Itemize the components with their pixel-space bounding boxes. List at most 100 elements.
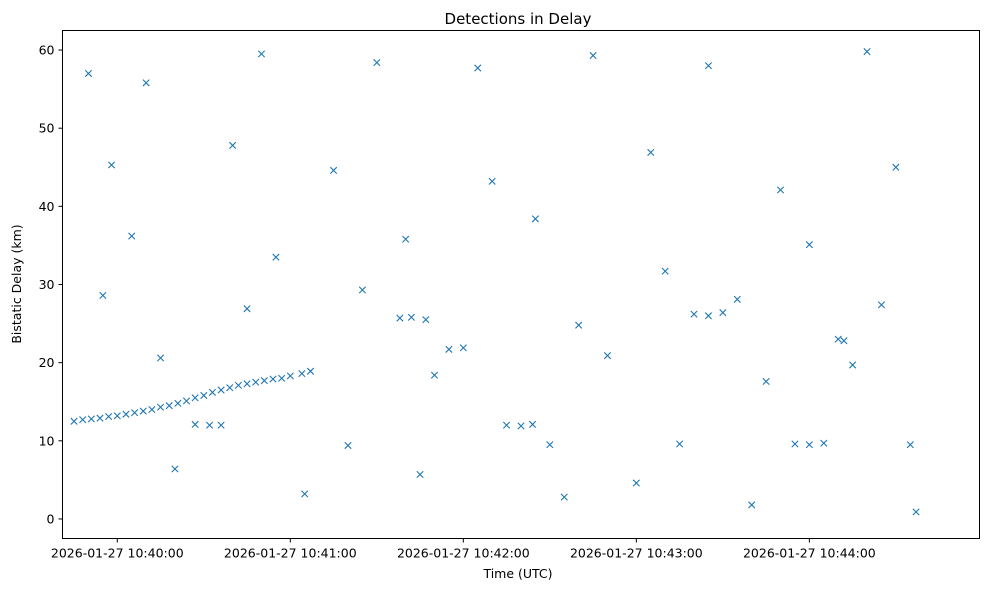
data-point xyxy=(560,493,568,501)
data-point xyxy=(243,380,251,388)
data-point xyxy=(269,375,277,383)
data-point xyxy=(733,295,741,303)
chart-title: Detections in Delay xyxy=(445,10,592,28)
data-point xyxy=(575,321,583,329)
y-tick-label: 20 xyxy=(39,355,55,370)
data-point xyxy=(589,51,597,60)
y-tick-label: 30 xyxy=(39,277,55,292)
data-point xyxy=(459,344,467,352)
data-point xyxy=(156,354,165,362)
x-tick-label: 2026-01-27 10:41:00 xyxy=(224,546,357,561)
data-point xyxy=(243,305,251,313)
data-point xyxy=(286,372,294,380)
data-point xyxy=(191,394,199,402)
data-point xyxy=(148,405,156,414)
data-point xyxy=(416,470,424,479)
x-tick-label: 2026-01-27 10:43:00 xyxy=(570,546,703,561)
data-point xyxy=(278,374,286,382)
data-point xyxy=(174,399,182,407)
data-point xyxy=(748,501,756,509)
data-point xyxy=(113,412,121,420)
data-point xyxy=(257,50,266,58)
data-point xyxy=(647,148,655,157)
data-point xyxy=(105,412,113,421)
data-point xyxy=(502,421,511,429)
data-point xyxy=(344,441,352,450)
data-point xyxy=(603,352,612,360)
data-point xyxy=(912,508,920,516)
data-point xyxy=(79,416,87,424)
data-point xyxy=(165,402,173,410)
data-point xyxy=(422,316,430,324)
x-tick-label: 2026-01-27 10:42:00 xyxy=(397,546,530,561)
data-point xyxy=(849,361,857,369)
y-tick-label: 60 xyxy=(39,43,55,58)
x-axis-ticks: 2026-01-27 10:40:00 2026-01-27 10:41:00 20… xyxy=(51,538,876,561)
data-point xyxy=(719,309,727,317)
data-point xyxy=(301,490,309,498)
data-point xyxy=(528,420,537,428)
data-point xyxy=(217,421,225,429)
data-point xyxy=(329,166,338,174)
y-axis-ticks: 0 10 20 30 40 50 60 xyxy=(39,43,63,526)
data-point xyxy=(892,163,900,171)
data-point xyxy=(139,407,147,415)
data-point xyxy=(407,313,416,321)
y-tick-label: 0 xyxy=(47,511,55,526)
data-point xyxy=(99,291,107,300)
data-point xyxy=(676,440,684,448)
data-point xyxy=(358,286,366,294)
data-point xyxy=(840,337,848,345)
data-point xyxy=(805,441,813,449)
data-point xyxy=(107,161,116,169)
x-axis-label: Time (UTC) xyxy=(482,566,552,581)
data-point xyxy=(70,417,78,425)
data-point xyxy=(272,253,280,261)
x-tick-label: 2026-01-27 10:40:00 xyxy=(51,546,184,561)
data-point xyxy=(200,391,208,400)
y-tick-label: 40 xyxy=(39,199,55,214)
data-point xyxy=(776,186,785,194)
data-point xyxy=(142,79,150,87)
data-point xyxy=(208,388,217,396)
data-point xyxy=(546,441,554,449)
data-point xyxy=(182,397,191,405)
data-point xyxy=(402,235,410,243)
data-point xyxy=(791,440,799,448)
data-point xyxy=(474,64,482,72)
data-point xyxy=(84,69,93,78)
data-point xyxy=(128,232,136,240)
data-point xyxy=(171,465,179,473)
data-point xyxy=(834,335,842,343)
data-point xyxy=(131,409,139,417)
data-point xyxy=(517,422,525,430)
data-point xyxy=(704,62,713,70)
data-point xyxy=(229,141,237,149)
data-point xyxy=(430,371,439,379)
plot-frame xyxy=(62,30,980,539)
data-point xyxy=(632,479,640,487)
data-point xyxy=(96,414,104,422)
data-point xyxy=(260,377,268,385)
data-point xyxy=(217,386,225,394)
y-tick-label: 10 xyxy=(39,433,55,448)
data-point xyxy=(445,345,453,353)
data-point xyxy=(661,267,669,275)
y-tick-label: 50 xyxy=(39,121,55,136)
data-point xyxy=(122,410,130,418)
y-axis-label: Bistatic Delay (km) xyxy=(9,224,24,343)
data-point xyxy=(298,370,306,378)
data-point xyxy=(156,403,165,411)
data-point xyxy=(863,48,871,56)
data-point xyxy=(87,415,95,423)
data-point xyxy=(396,314,404,322)
data-point xyxy=(690,310,698,318)
data-point xyxy=(234,381,242,389)
data-point xyxy=(226,384,234,392)
data-point xyxy=(762,377,770,385)
data-point xyxy=(531,215,540,223)
data-point xyxy=(252,378,260,386)
data-point xyxy=(877,301,886,309)
data-point xyxy=(373,58,381,67)
